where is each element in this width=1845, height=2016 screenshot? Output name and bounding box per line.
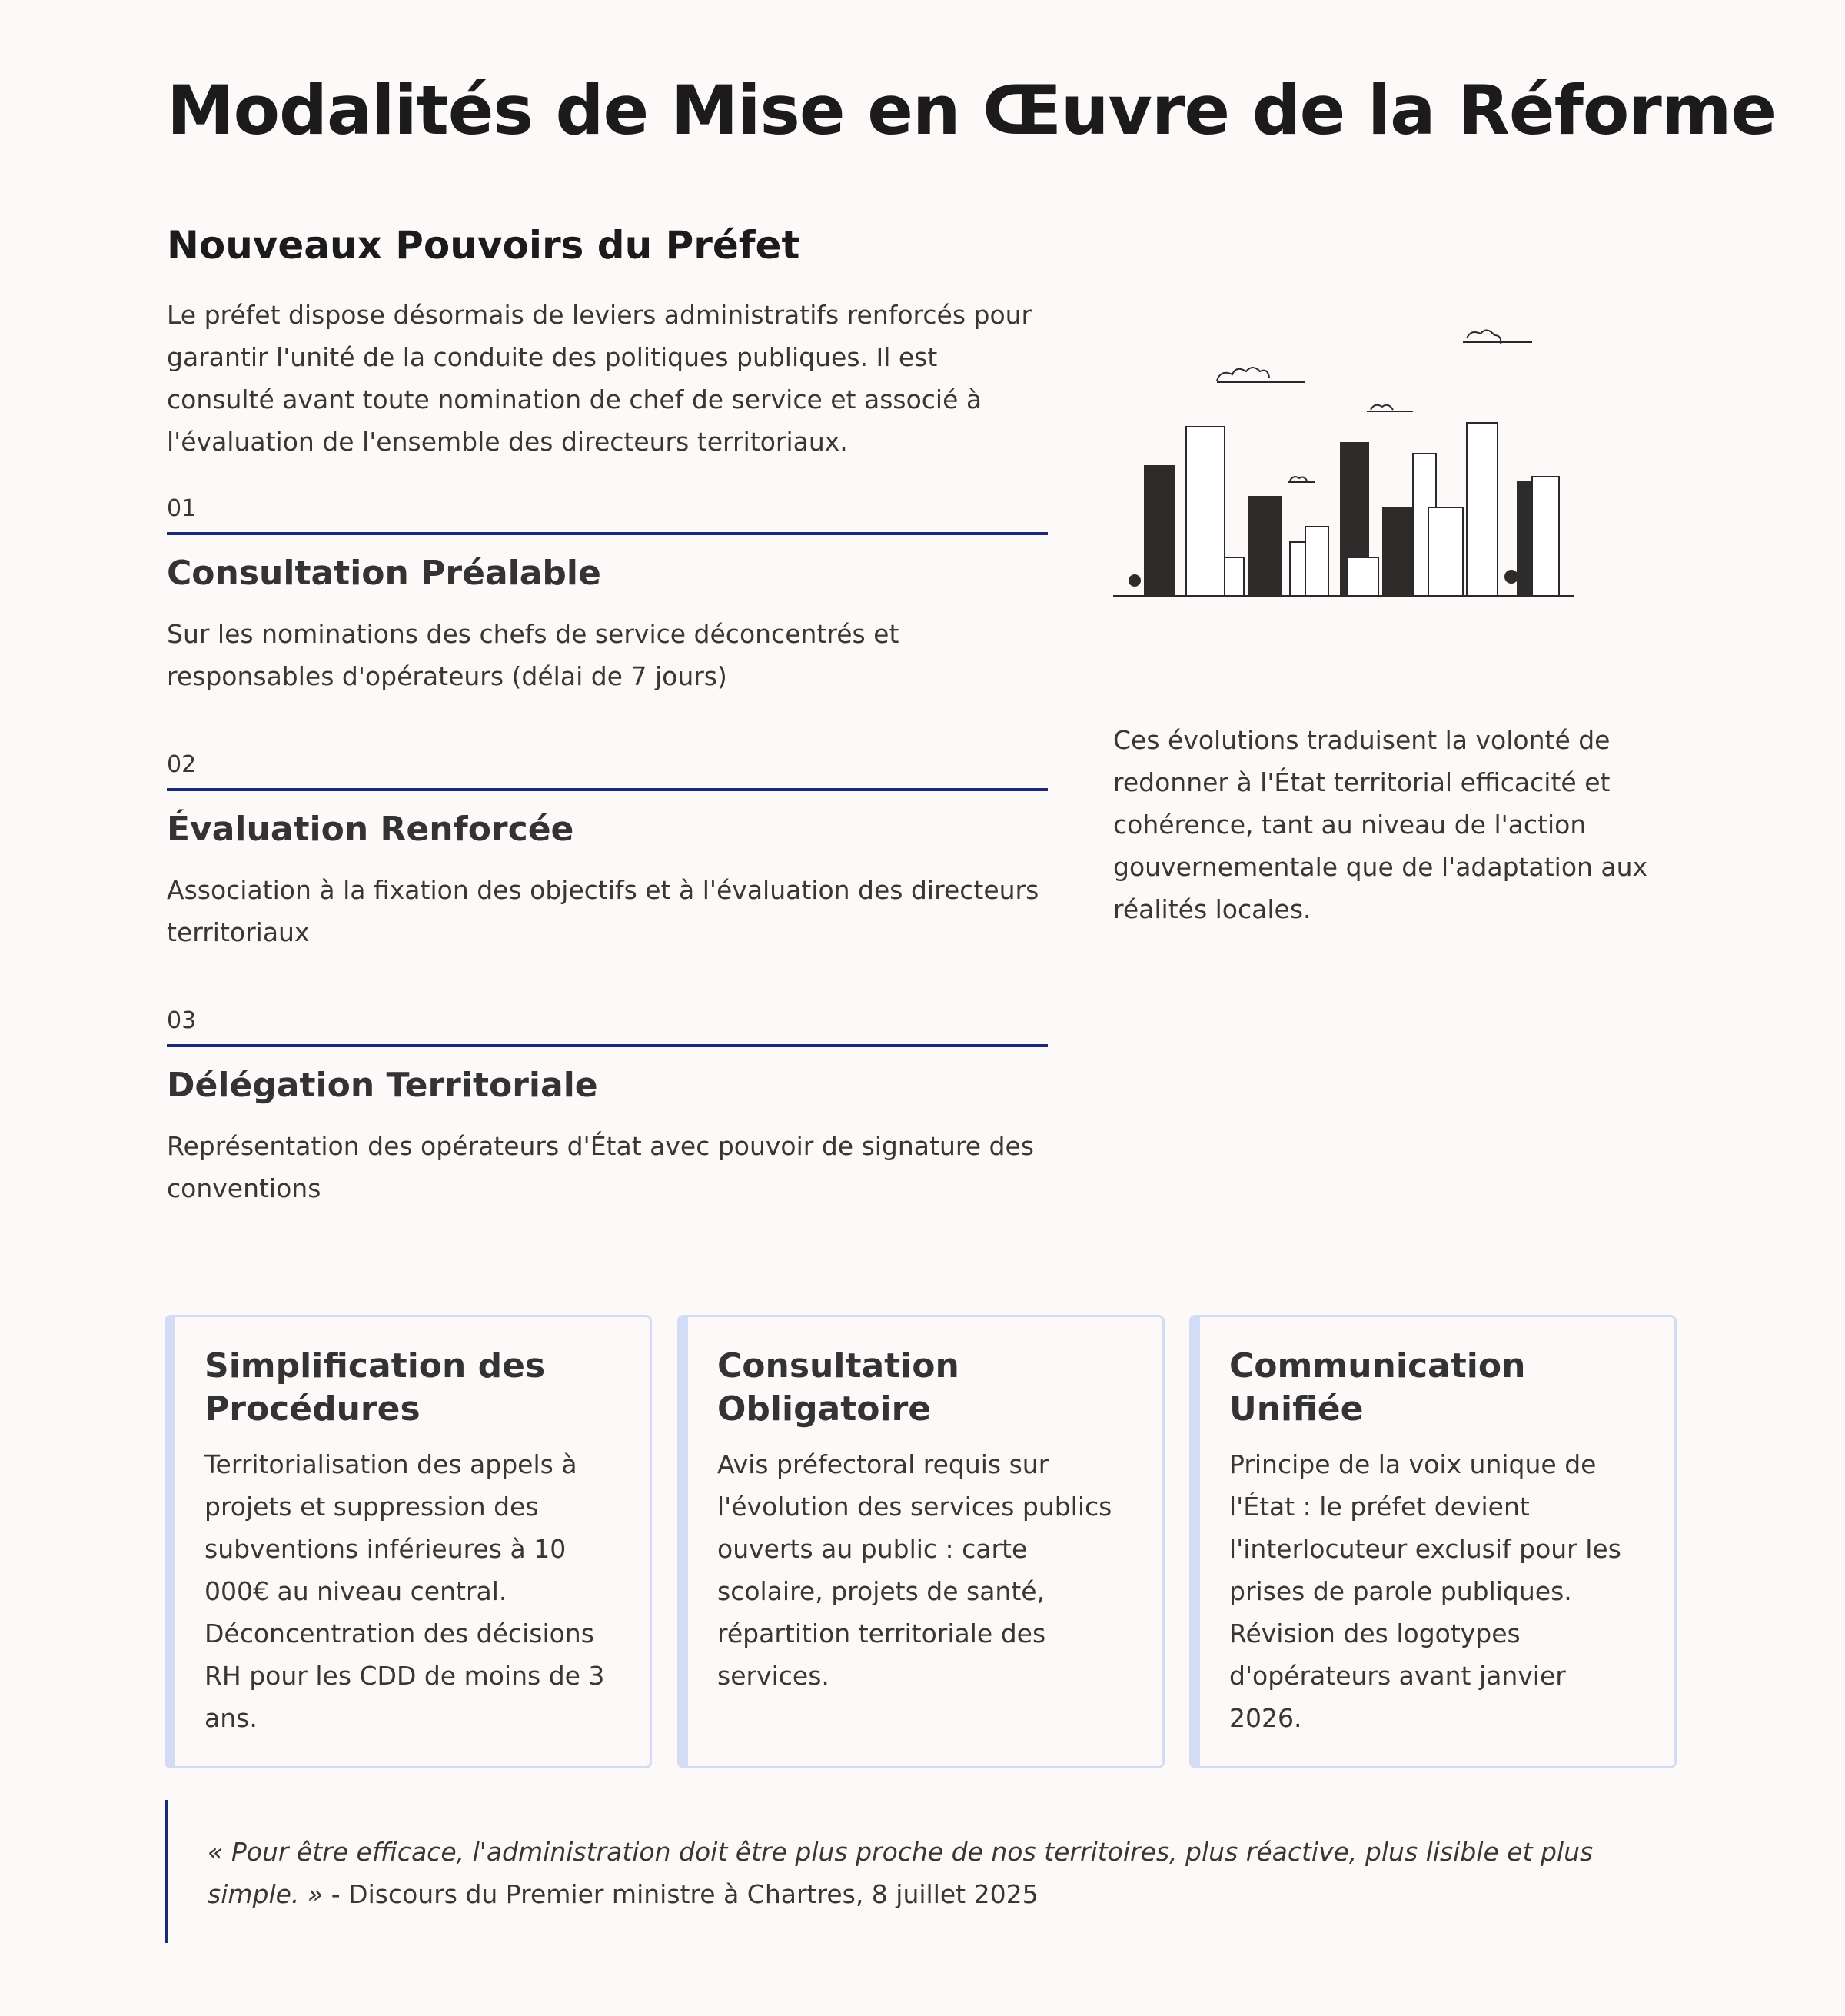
list-item: 03 Délégation Territoriale Représentatio…: [167, 1006, 1048, 1209]
list-item: 02 Évaluation Renforcée Association à la…: [167, 750, 1048, 953]
item-number: 01: [167, 495, 197, 522]
item-number: 02: [167, 751, 197, 778]
item-title: Évaluation Renforcée: [167, 810, 574, 849]
quote-text: « Pour être efficace, l'administration d…: [208, 1837, 1594, 1909]
item-title: Délégation Territoriale: [167, 1066, 598, 1105]
page-title: Modalités de Mise en Œuvre de la Réforme: [167, 71, 1777, 150]
city-skyline-illustration: [1113, 329, 1574, 597]
card-simplification: Simplification des Procédures Territoria…: [165, 1315, 652, 1768]
card-communication: Communication Unifiée Principe de la voi…: [1189, 1315, 1677, 1768]
section-heading: Nouveaux Pouvoirs du Préfet: [167, 223, 800, 268]
item-title: Consultation Préalable: [167, 554, 601, 593]
item-desc: Représentation des opérateurs d'État ave…: [167, 1131, 1034, 1203]
card-consultation: Consultation Obligatoire Avis préfectora…: [677, 1315, 1165, 1768]
divider: [167, 532, 1048, 535]
quote-source: - Discours du Premier ministre à Chartre…: [323, 1879, 1039, 1909]
card-title: Consultation Obligatoire: [717, 1346, 959, 1429]
section-intro: Le préfet dispose désormais de leviers a…: [167, 300, 1032, 457]
list-item: 01 Consultation Préalable Sur les nomina…: [167, 494, 1048, 697]
quote-block: « Pour être efficace, l'administration d…: [165, 1800, 1677, 1943]
card-desc: Avis préfectoral requis sur l'évolution …: [717, 1449, 1112, 1691]
card-desc: Territorialisation des appels à projets …: [204, 1449, 605, 1733]
card-title: Communication Unifiée: [1229, 1346, 1526, 1429]
item-number: 03: [167, 1007, 197, 1034]
item-desc: Association à la fixation des objectifs …: [167, 875, 1039, 947]
divider: [167, 788, 1048, 791]
card-title: Simplification des Procédures: [204, 1346, 546, 1429]
conclusion-text: Ces évolutions traduisent la volonté de …: [1113, 725, 1648, 924]
divider: [167, 1044, 1048, 1047]
left-column: Nouveaux Pouvoirs du Préfet Le préfet di…: [167, 223, 1048, 1209]
item-desc: Sur les nominations des chefs de service…: [167, 619, 899, 691]
card-desc: Principe de la voix unique de l'État : l…: [1229, 1449, 1621, 1733]
